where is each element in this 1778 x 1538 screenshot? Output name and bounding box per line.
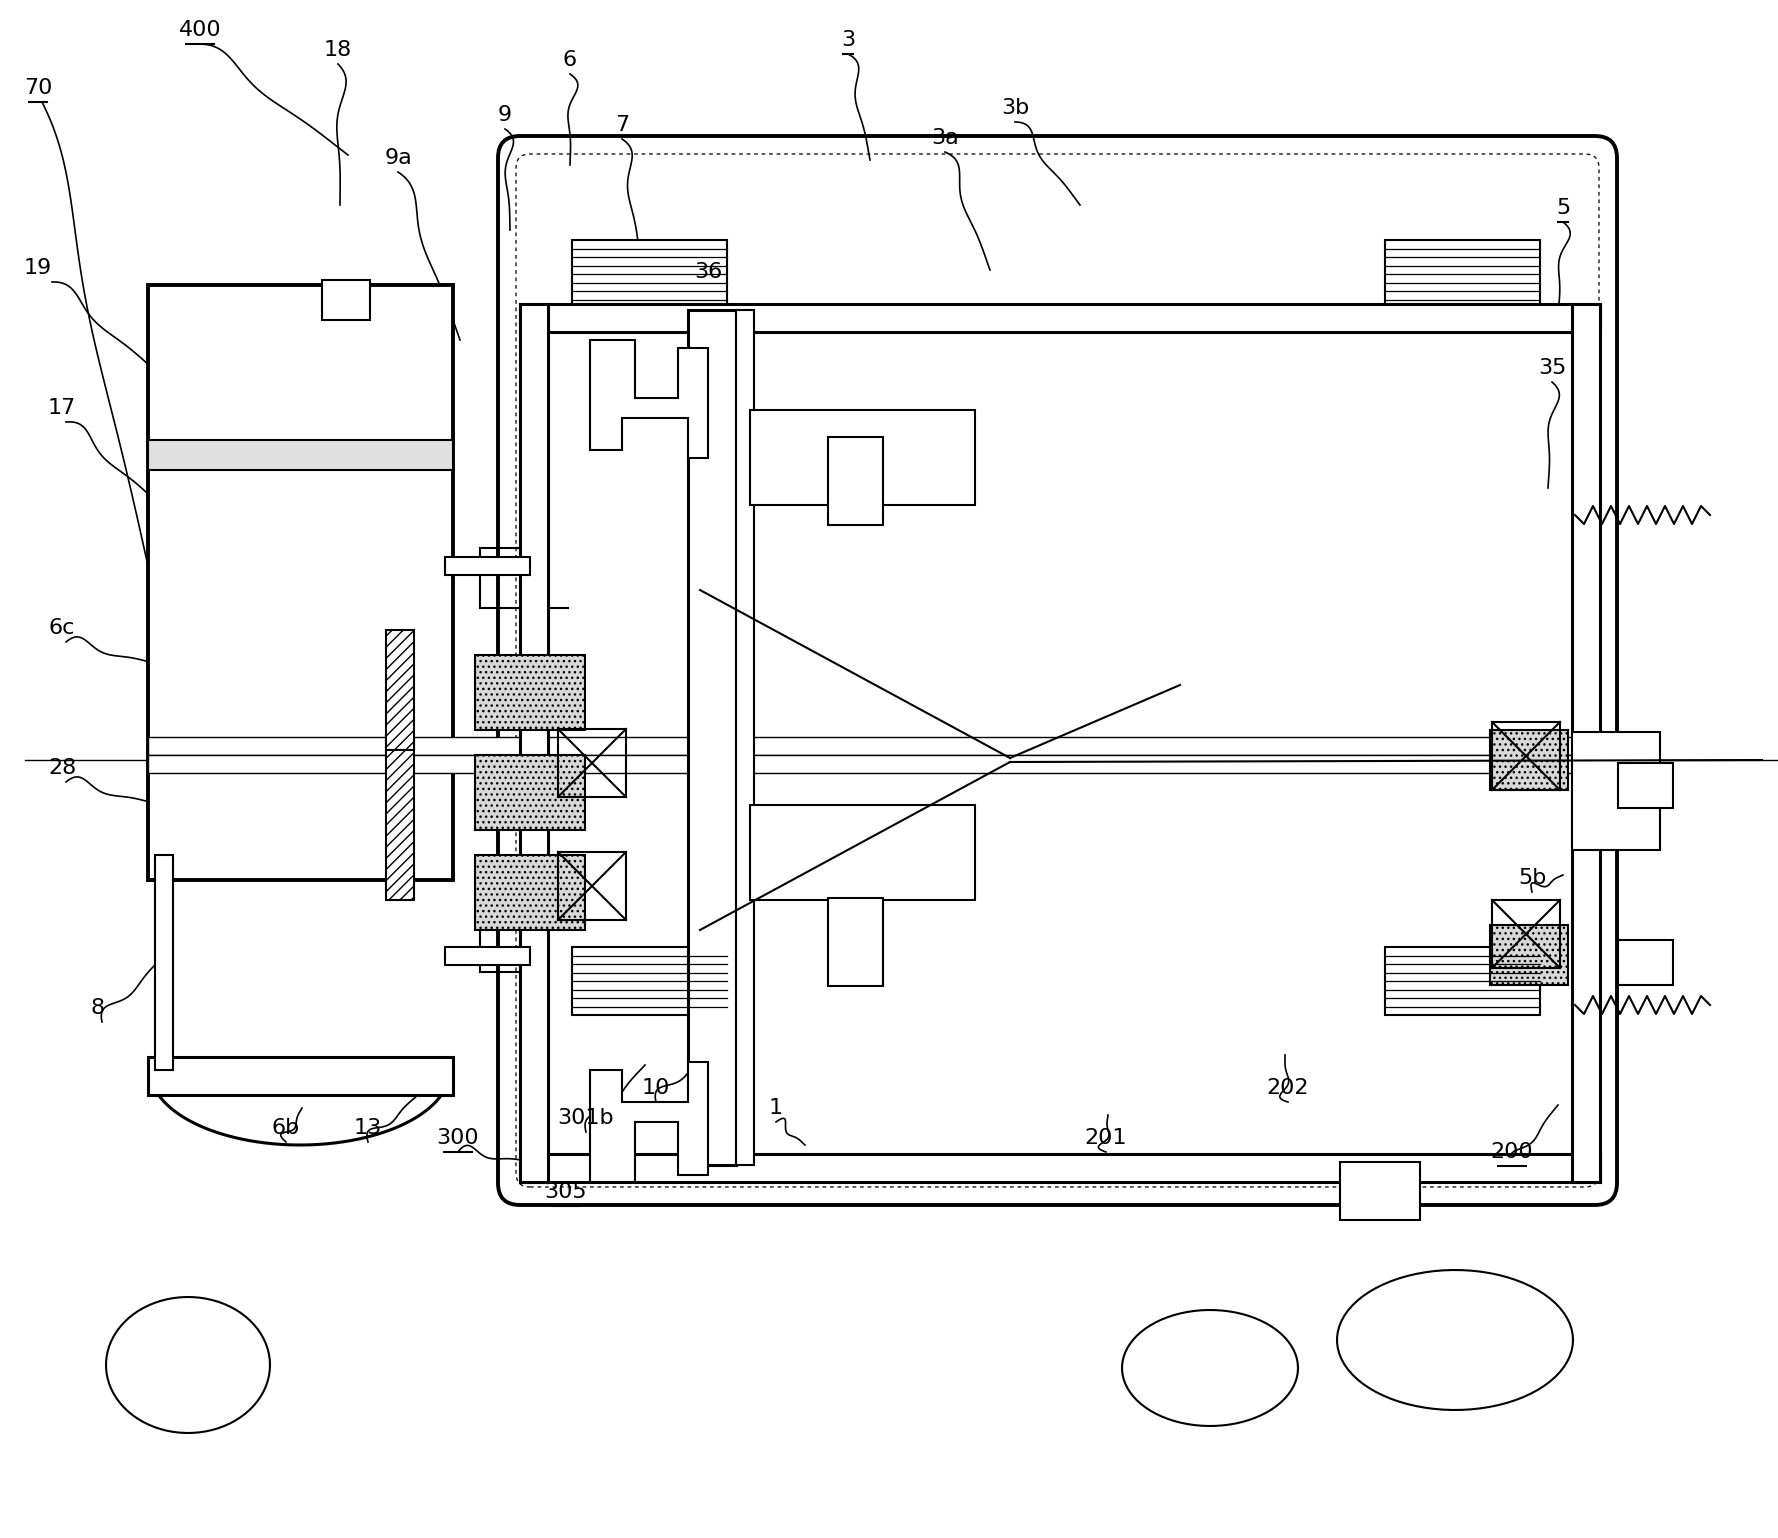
Text: 300: 300 bbox=[437, 1127, 480, 1147]
Bar bbox=[322, 280, 370, 320]
Bar bbox=[736, 311, 754, 1164]
Text: 3b: 3b bbox=[1001, 98, 1029, 118]
Text: 9a: 9a bbox=[384, 148, 412, 168]
Bar bbox=[1490, 731, 1568, 791]
Text: 28: 28 bbox=[48, 758, 76, 778]
Text: 202: 202 bbox=[1266, 1078, 1309, 1098]
Text: 3a: 3a bbox=[932, 128, 958, 148]
Bar bbox=[148, 285, 453, 880]
Text: 13: 13 bbox=[354, 1118, 382, 1138]
Bar bbox=[1572, 305, 1600, 1183]
Bar bbox=[750, 411, 974, 504]
Bar bbox=[573, 240, 727, 308]
Bar bbox=[155, 855, 172, 1070]
Text: 17: 17 bbox=[48, 398, 76, 418]
Text: 18: 18 bbox=[324, 40, 352, 60]
Text: 3: 3 bbox=[841, 31, 855, 51]
Bar bbox=[444, 947, 530, 964]
Text: 35: 35 bbox=[1538, 358, 1566, 378]
Bar bbox=[1341, 1163, 1421, 1220]
Text: 6b: 6b bbox=[272, 1118, 300, 1138]
Text: 6c: 6c bbox=[48, 618, 75, 638]
Bar bbox=[148, 440, 453, 471]
Bar bbox=[475, 855, 585, 930]
Text: 9: 9 bbox=[498, 105, 512, 125]
Bar bbox=[1385, 947, 1540, 1015]
Bar bbox=[1385, 240, 1540, 308]
Text: 10: 10 bbox=[642, 1078, 670, 1098]
Text: 301b: 301b bbox=[558, 1107, 615, 1127]
Text: 19: 19 bbox=[23, 258, 52, 278]
Bar bbox=[475, 655, 585, 731]
Bar bbox=[444, 557, 530, 575]
Text: 70: 70 bbox=[23, 78, 52, 98]
Bar bbox=[148, 755, 1629, 774]
Text: 201: 201 bbox=[1085, 1127, 1127, 1147]
Bar bbox=[519, 305, 1600, 332]
Bar bbox=[1572, 732, 1661, 851]
Bar bbox=[386, 735, 414, 900]
Text: 200: 200 bbox=[1490, 1143, 1533, 1163]
Text: 305: 305 bbox=[544, 1183, 587, 1203]
Text: 7: 7 bbox=[615, 115, 629, 135]
Bar bbox=[519, 1154, 1600, 1183]
Text: 1: 1 bbox=[768, 1098, 782, 1118]
Bar bbox=[1618, 940, 1673, 984]
Bar bbox=[829, 898, 884, 986]
Bar bbox=[148, 737, 1629, 755]
Bar bbox=[519, 305, 548, 1183]
Text: 8: 8 bbox=[91, 998, 105, 1018]
Text: 6: 6 bbox=[564, 51, 578, 71]
Bar bbox=[386, 631, 414, 751]
Bar bbox=[573, 947, 727, 1015]
Polygon shape bbox=[590, 1063, 708, 1183]
Bar bbox=[475, 755, 585, 831]
Bar bbox=[1618, 763, 1673, 807]
Text: 36: 36 bbox=[693, 261, 722, 281]
Bar bbox=[148, 1057, 453, 1095]
Bar bbox=[688, 311, 736, 1164]
Bar bbox=[750, 804, 974, 900]
Text: 5b: 5b bbox=[1518, 867, 1547, 887]
Text: 5: 5 bbox=[1556, 198, 1570, 218]
Text: 400: 400 bbox=[178, 20, 220, 40]
Bar bbox=[829, 437, 884, 524]
Polygon shape bbox=[590, 340, 708, 458]
Bar bbox=[1490, 924, 1568, 984]
